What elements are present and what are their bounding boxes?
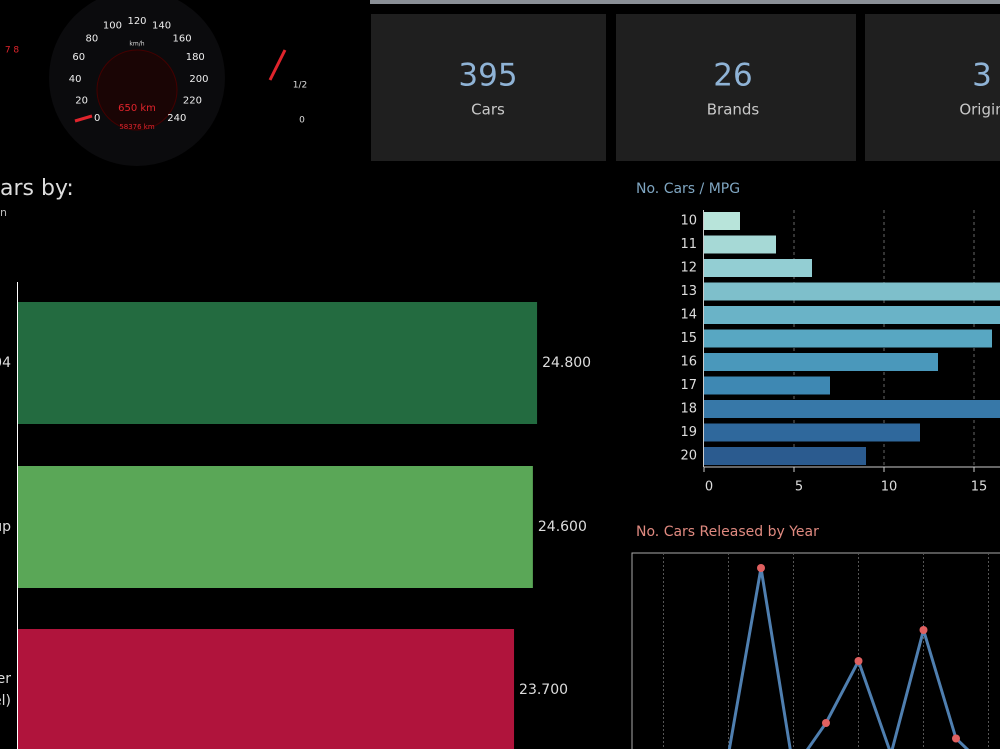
y-tick-label: 10	[680, 214, 697, 229]
gauge-label: 20	[75, 96, 88, 107]
gauge-odometer: 58376 km	[119, 123, 155, 131]
gauge-label: 200	[189, 74, 208, 85]
line-chart-frame	[631, 552, 1000, 749]
category-label: 04	[0, 355, 11, 371]
x-tick-label: 0	[705, 480, 713, 495]
gauge-range: 650 km	[118, 103, 156, 114]
y-tick-label: 17	[680, 378, 697, 393]
bar	[704, 306, 1000, 324]
gauge-label: 0	[94, 113, 100, 124]
gauge-label: 40	[69, 74, 82, 85]
bar	[704, 282, 1000, 301]
line-series	[727, 567, 970, 749]
bar	[704, 376, 830, 395]
bar	[704, 259, 812, 277]
bar	[704, 212, 740, 230]
x-tick-label: 5	[795, 480, 803, 495]
chart-title: No. Cars / MPG	[636, 181, 740, 197]
gauge-label: 140	[152, 20, 171, 31]
x-tick-label: 10	[881, 480, 898, 495]
bar	[18, 629, 515, 749]
fuel-needle	[268, 49, 287, 81]
bar	[704, 329, 992, 348]
rpm-labels: 7 8	[5, 46, 20, 56]
y-tick-label: 15	[680, 331, 697, 346]
kpi-card	[371, 14, 606, 161]
gauge-label: 120	[127, 16, 146, 27]
kpi-card	[616, 14, 856, 161]
chart-title: No. Cars Released by Year	[636, 524, 819, 540]
category-label: el)	[0, 693, 11, 709]
y-tick-label: 19	[680, 425, 697, 440]
point	[757, 564, 765, 572]
bar	[704, 235, 776, 254]
y-tick-label: 18	[680, 402, 697, 417]
kpi-value: 26	[713, 58, 752, 94]
category-label: up	[0, 519, 11, 535]
kpi-label: Cars	[471, 101, 505, 119]
gauge-label: 220	[183, 96, 202, 107]
fuel-empty: 0	[299, 116, 305, 126]
gauge-label: 80	[86, 33, 99, 44]
gauge-label: 100	[103, 20, 122, 31]
fuel-half: 1/2	[293, 81, 307, 91]
kpi-card	[865, 14, 1000, 161]
gauge-display	[96, 49, 178, 131]
gauge-label: 160	[173, 33, 192, 44]
category-label: er	[0, 671, 11, 687]
kpi-label: Origin	[959, 101, 1000, 119]
bar	[18, 302, 538, 424]
y-tick-label: 13	[680, 284, 697, 299]
banner-image	[370, 0, 1000, 4]
y-tick-label: 16	[680, 355, 697, 370]
y-tick-label: 14	[680, 308, 697, 323]
gauge-label: 180	[186, 52, 205, 63]
y-tick-label: 12	[680, 261, 697, 276]
gauge-label: 60	[72, 52, 85, 63]
chart-subtitle: n	[0, 206, 7, 219]
value-label: 24.800	[542, 355, 591, 371]
bar	[704, 447, 866, 465]
x-tick-label: 15	[971, 480, 988, 495]
point	[822, 719, 830, 727]
point	[952, 734, 960, 743]
value-label: 24.600	[538, 519, 587, 535]
gauge-needle	[74, 114, 93, 123]
bar	[18, 466, 533, 588]
gauge-unit: km/h	[129, 41, 144, 48]
chart-title: ars by:	[0, 176, 74, 201]
kpi-value: 3	[972, 58, 992, 94]
y-tick-label: 11	[680, 237, 697, 252]
bar	[704, 353, 938, 371]
value-label: 23.700	[519, 682, 568, 698]
point	[854, 657, 863, 665]
point	[919, 626, 928, 634]
kpi-label: Brands	[707, 101, 760, 119]
kpi-value: 395	[458, 58, 517, 94]
y-tick-label: 20	[680, 449, 697, 464]
bar	[704, 400, 1000, 418]
bar	[704, 423, 920, 442]
gauge-label: 240	[167, 113, 186, 124]
